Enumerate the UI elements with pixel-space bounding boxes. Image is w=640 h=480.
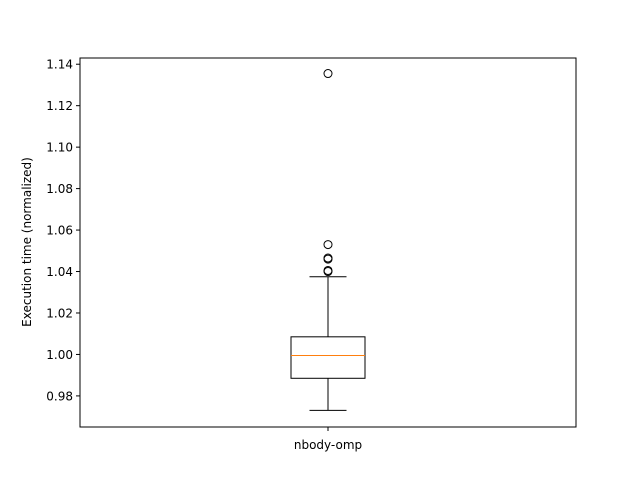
y-tick-label: 0.98	[46, 389, 73, 403]
outlier-point	[323, 69, 333, 79]
y-axis-label: Execution time (normalized)	[20, 157, 34, 327]
box-iqr	[290, 336, 366, 379]
y-tick-label: 1.06	[46, 224, 73, 238]
plot-area	[79, 57, 577, 428]
y-tick-label: 1.08	[46, 182, 73, 196]
outlier-point	[323, 240, 333, 250]
y-tick-label: 1.14	[46, 58, 73, 72]
y-tick-label: 1.02	[46, 306, 73, 320]
x-axis: nbody-omp	[294, 427, 362, 452]
outlier-point	[323, 253, 333, 263]
box-group	[290, 69, 366, 411]
y-axis: 0.98 1.00 1.02 1.04 1.06 1.08 1.10 1.12 1.14	[46, 58, 80, 403]
plot-frame	[79, 57, 577, 428]
x-tick-label: nbody-omp	[294, 438, 362, 452]
y-tick-label: 1.04	[46, 265, 73, 279]
y-tick-label: 1.12	[46, 99, 73, 113]
y-tick-label: 1.10	[46, 141, 73, 155]
y-tick-label: 1.00	[46, 348, 73, 362]
outlier-point	[323, 265, 333, 275]
